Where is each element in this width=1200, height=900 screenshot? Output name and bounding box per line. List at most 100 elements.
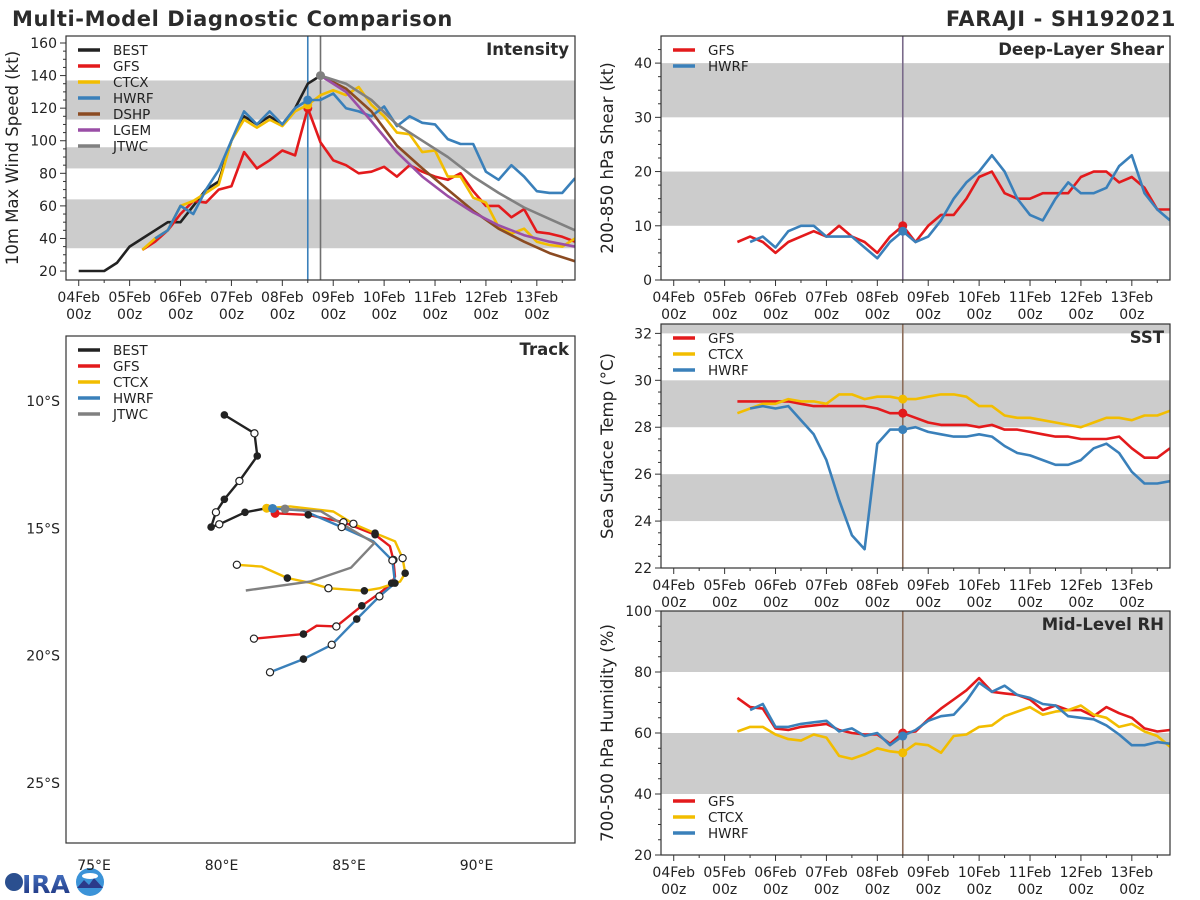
logo-text: IRA <box>22 870 71 899</box>
track-point-open <box>211 508 221 517</box>
series-line-hwrf <box>749 681 1170 747</box>
legend-label: GFS <box>708 331 735 347</box>
track-point-open <box>324 584 333 593</box>
legend-label: CTCX <box>113 375 149 391</box>
x-tick-label-hour: 00z <box>814 595 839 611</box>
x-tick-label-hour: 00z <box>814 882 839 898</box>
x-tick-label-date: 05Feb <box>703 578 746 594</box>
y-tick-label: 100 <box>625 604 652 620</box>
series-line-hwrf <box>749 154 1170 260</box>
x-tick-label-hour: 00z <box>1068 882 1093 898</box>
legend-label: BEST <box>113 343 148 359</box>
series-line-hwrf <box>749 404 1170 551</box>
series-line-ctcx <box>736 704 1170 761</box>
x-tick-label-hour: 00z <box>661 882 686 898</box>
x-tick-label-date: 08Feb <box>856 578 899 594</box>
x-tick-label-date: 07Feb <box>805 290 848 306</box>
x-tick-label-hour: 00z <box>967 882 992 898</box>
panel-title: Intensity <box>486 40 569 59</box>
x-tick-label-date: 06Feb <box>754 290 797 306</box>
x-tick-label-date: 11Feb <box>1009 865 1052 881</box>
legend-label: JTWC <box>112 407 148 423</box>
plot-area <box>207 411 409 677</box>
panel-mid-level-rh: 04Feb00z05Feb00z06Feb00z07Feb00z08Feb00z… <box>598 604 1171 898</box>
x-tick-label-hour: 00z <box>916 882 941 898</box>
lat-label: 15°S <box>26 521 60 537</box>
series-point-gfs <box>898 408 908 418</box>
series-line-gfs <box>141 106 575 251</box>
shaded-band <box>661 171 1170 226</box>
track-point-filled <box>360 586 369 595</box>
track-point-open <box>249 634 259 643</box>
series-point-hwrf <box>898 425 908 435</box>
track-point-filled <box>253 452 262 460</box>
track-point-open <box>235 476 244 486</box>
series-line-jtwc <box>320 74 575 232</box>
x-tick-label-hour: 00z <box>661 307 686 323</box>
panel-sst: 04Feb00z05Feb00z06Feb00z07Feb00z08Feb00z… <box>598 323 1171 611</box>
x-tick-label-hour: 00z <box>1119 882 1144 898</box>
plot-frame <box>660 323 1171 569</box>
y-tick-label: 140 <box>30 69 57 85</box>
legend-label: HWRF <box>708 826 749 842</box>
x-tick-label-hour: 00z <box>372 307 397 323</box>
plot-frame <box>660 35 1171 281</box>
y-tick-label: 0 <box>643 273 652 289</box>
y-tick-label: 40 <box>634 787 652 803</box>
x-tick-label-hour: 00z <box>763 882 788 898</box>
legend-label: JTWC <box>112 139 148 155</box>
plot-area <box>661 36 1170 280</box>
track-start-point <box>280 504 290 514</box>
x-tick-label-date: 06Feb <box>159 290 202 306</box>
panel-intensity: 04Feb00z05Feb00z06Feb00z07Feb00z08Feb00z… <box>3 35 576 323</box>
track-point-filled <box>304 511 313 519</box>
x-tick-label-date: 10Feb <box>958 290 1001 306</box>
x-tick-label-hour: 00z <box>270 307 295 323</box>
legend-label: GFS <box>113 359 140 375</box>
lat-label: 10°S <box>26 394 60 410</box>
legend-label: HWRF <box>708 363 749 379</box>
track-point-filled <box>371 529 379 537</box>
x-tick-label-hour: 00z <box>712 595 737 611</box>
panel-title: Track <box>520 340 570 359</box>
x-tick-label-hour: 00z <box>168 307 193 323</box>
series-line-ctcx <box>736 393 1170 429</box>
track-point-open <box>398 553 407 563</box>
x-tick-label-date: 11Feb <box>1009 290 1052 306</box>
x-tick-label-date: 06Feb <box>754 865 797 881</box>
y-axis-label: 700-500 hPa Humidity (%) <box>598 624 617 842</box>
legend-label: HWRF <box>113 391 154 407</box>
track-point-open <box>327 640 336 649</box>
x-tick-label-hour: 00z <box>865 307 890 323</box>
plot-frame <box>65 335 576 844</box>
track-point-filled <box>352 615 361 623</box>
track-point-filled <box>283 574 292 582</box>
x-tick-label-date: 07Feb <box>805 865 848 881</box>
track-point-open <box>388 556 397 565</box>
track-point-open <box>265 668 275 677</box>
y-tick-label: 80 <box>634 665 652 681</box>
x-tick-label-date: 10Feb <box>958 865 1001 881</box>
shaded-band <box>661 474 1170 522</box>
x-tick-label-hour: 00z <box>473 307 498 323</box>
x-tick-label-date: 10Feb <box>363 290 406 306</box>
series-line-dshp <box>319 74 575 263</box>
series-point-ctcx <box>898 394 908 404</box>
legend-label: GFS <box>708 43 735 59</box>
lon-label: 80°E <box>205 858 239 874</box>
lat-label: 20°S <box>26 649 60 665</box>
x-tick-label-date: 05Feb <box>108 290 151 306</box>
y-tick-label: 20 <box>634 848 652 864</box>
x-tick-label-hour: 00z <box>422 307 447 323</box>
x-tick-label-hour: 00z <box>661 595 686 611</box>
legend-label: HWRF <box>708 59 749 75</box>
x-tick-label-hour: 00z <box>524 307 549 323</box>
series-line-ctcx <box>141 85 575 251</box>
y-tick-label: 60 <box>634 726 652 742</box>
track-point-open <box>332 622 341 631</box>
